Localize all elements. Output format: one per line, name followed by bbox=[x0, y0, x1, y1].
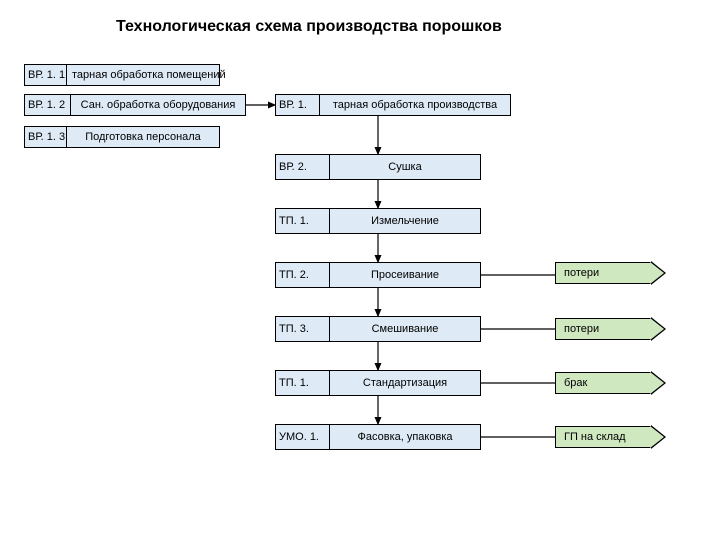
box-label: Измельчение bbox=[330, 215, 480, 227]
center-box: ТП. 2.Просеивание bbox=[275, 262, 481, 288]
center-box: ТП. 1.Измельчение bbox=[275, 208, 481, 234]
box-label: Просеивание bbox=[330, 269, 480, 281]
page-title: Технологическая схема производства порош… bbox=[116, 18, 502, 36]
box-label: Смешивание bbox=[330, 323, 480, 335]
box-label: Сушка bbox=[330, 161, 480, 173]
center-box: ВР. 1.тарная обработка производства bbox=[275, 94, 511, 116]
center-box: ТП. 3.Смешивание bbox=[275, 316, 481, 342]
loss-box: ГП на склад bbox=[555, 426, 651, 448]
box-code: ВР. 1. 3 bbox=[25, 127, 67, 147]
box-code: УМО. 1. bbox=[276, 425, 330, 449]
box-label: тарная обработка производства bbox=[320, 99, 510, 111]
left-box: ВР. 1. 2Сан. обработка оборудования bbox=[24, 94, 246, 116]
box-code: ВР. 1. 1 bbox=[25, 65, 67, 85]
box-label: тарная обработка помещений bbox=[67, 69, 231, 81]
box-label: Стандартизация bbox=[330, 377, 480, 389]
box-code: ТП. 2. bbox=[276, 263, 330, 287]
center-box: ВР. 2.Сушка bbox=[275, 154, 481, 180]
box-label: Подготовка персонала bbox=[67, 131, 219, 143]
loss-arrowhead bbox=[650, 318, 664, 340]
box-code: ВР. 1. bbox=[276, 95, 320, 115]
loss-box: потери bbox=[555, 262, 651, 284]
loss-arrowhead bbox=[650, 426, 664, 448]
loss-box: потери bbox=[555, 318, 651, 340]
box-code: ТП. 3. bbox=[276, 317, 330, 341]
box-code: ТП. 1. bbox=[276, 209, 330, 233]
box-label: Сан. обработка оборудования bbox=[71, 99, 245, 111]
box-code: ВР. 1. 2 bbox=[25, 95, 71, 115]
box-code: ТП. 1. bbox=[276, 371, 330, 395]
left-box: ВР. 1. 3Подготовка персонала bbox=[24, 126, 220, 148]
center-box: ТП. 1.Стандартизация bbox=[275, 370, 481, 396]
box-code: ВР. 2. bbox=[276, 155, 330, 179]
left-box: ВР. 1. 1тарная обработка помещений bbox=[24, 64, 220, 86]
center-box: УМО. 1.Фасовка, упаковка bbox=[275, 424, 481, 450]
box-label: Фасовка, упаковка bbox=[330, 431, 480, 443]
loss-arrowhead bbox=[650, 372, 664, 394]
loss-box: брак bbox=[555, 372, 651, 394]
loss-arrowhead bbox=[650, 262, 664, 284]
